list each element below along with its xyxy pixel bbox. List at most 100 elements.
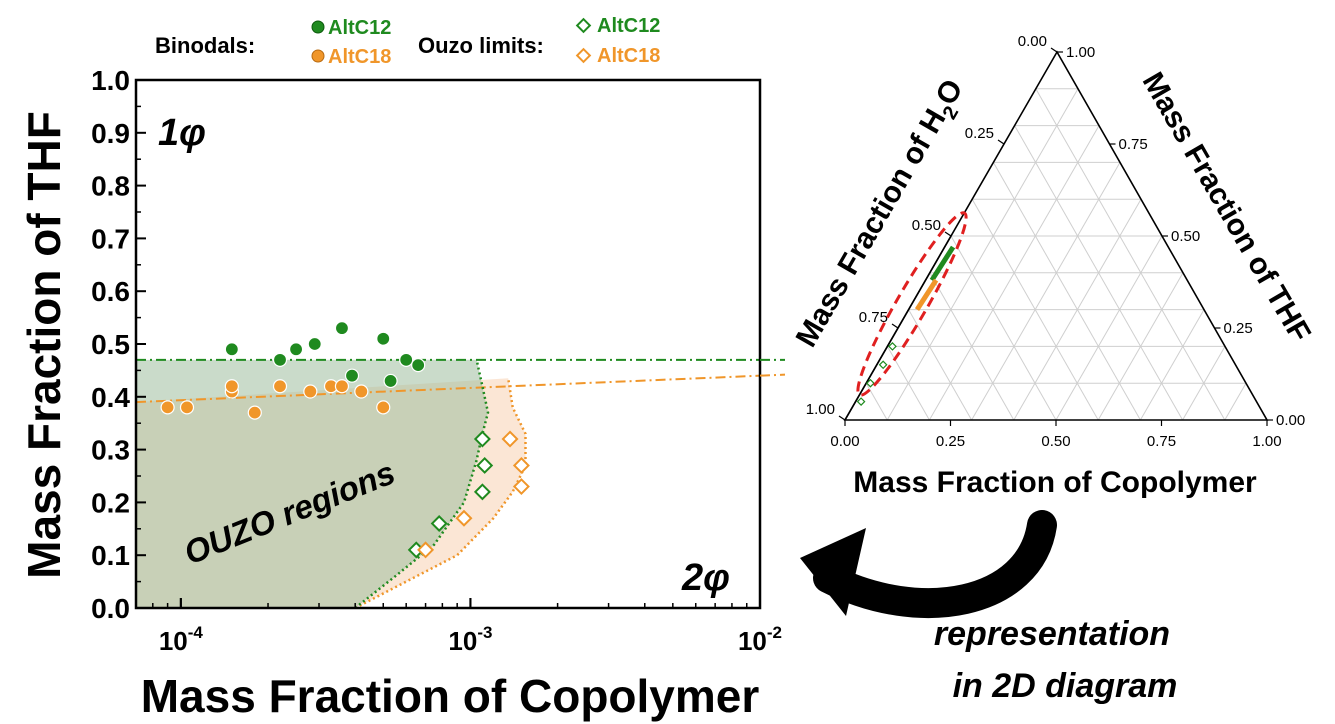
- point-ouzo-altc18: [501, 430, 519, 448]
- y-tick-label: 0.4: [91, 382, 130, 413]
- grid-line-copolymer: [886, 88, 1079, 421]
- point-binodal-altc12: [399, 352, 414, 367]
- grid-line-water: [950, 235, 1057, 421]
- point-binodal-altc12: [224, 342, 239, 357]
- legend-binodal-altc12-label: AltC12: [328, 17, 391, 39]
- tick-water: [997, 139, 1005, 145]
- y-tick-label: 0.9: [91, 118, 130, 149]
- point-binodal-altc18: [247, 405, 262, 420]
- y-tick-label: 0.8: [91, 171, 130, 202]
- grid-line-water: [929, 272, 1015, 421]
- point-ouzo-altc18: [455, 509, 473, 527]
- highlight-ellipse: [856, 211, 968, 397]
- tick-label-copolymer: 1.00: [1252, 433, 1281, 450]
- legend-binodal-altc12: AltC12: [311, 17, 391, 39]
- ternary-ticks: 0.00 0.00 0.00 0.25 0.25 0.25 0.50 0.50 0.50 0.75…: [806, 33, 1305, 450]
- caption-line-2: in 2D diagram: [953, 667, 1178, 705]
- x-axis-ticks: 10-4 10-3 10-2: [135, 598, 782, 656]
- point-binodal-altc18: [334, 379, 350, 394]
- ternary-ouzo-point: [856, 397, 866, 406]
- tick-water: [838, 415, 846, 421]
- legend-marker-open-orange: [575, 47, 592, 64]
- tick-label-water: 0.50: [912, 217, 941, 234]
- legend-ouzo-altc12-label: AltC12: [597, 15, 660, 37]
- point-binodal-altc12: [272, 352, 288, 367]
- x-tick-label: 10-3: [448, 623, 492, 656]
- x-tick-label: 10-4: [159, 623, 204, 656]
- point-binodal-altc18: [354, 384, 369, 399]
- ternary-right-axis-label: Mass Fraction of THF: [1136, 67, 1317, 348]
- arrow-shaft: [813, 510, 1057, 618]
- ternary-ouzo-point: [866, 378, 875, 388]
- legend-marker-filled-green: [311, 20, 325, 34]
- ternary-ouzo-point: [878, 360, 888, 370]
- grid-line-copolymer: [1224, 382, 1247, 421]
- legend-ouzo-title: Ouzo limits:: [418, 33, 544, 58]
- ternary-diagram: 0.00 0.00 0.00 0.25 0.25 0.25 0.50 0.50 0.50 0.75…: [790, 33, 1317, 499]
- point-ouzo-altc12: [473, 430, 491, 448]
- ouzo-region-altc12: [136, 359, 488, 608]
- legend-binodal-altc18: AltC18: [311, 46, 391, 68]
- tick-water: [891, 323, 899, 329]
- tick-label-thf: 0.25: [1224, 320, 1253, 337]
- tick-label-copolymer: 0.00: [830, 433, 859, 450]
- point-binodal-altc12: [411, 358, 426, 373]
- legend-binodals-title: Binodals:: [155, 33, 255, 58]
- legend: Binodals: AltC12 AltC18 Ouzo limits: Alt…: [155, 15, 660, 68]
- y-tick-label: 0.0: [91, 593, 130, 624]
- grid-line-copolymer: [1097, 272, 1184, 421]
- tick-label-copolymer: 0.25: [936, 433, 965, 450]
- ternary-altc18-band: [914, 278, 939, 311]
- grid-line-copolymer: [1182, 346, 1226, 421]
- point-ouzo-altc12: [476, 456, 494, 474]
- tick-label-copolymer: 0.50: [1041, 433, 1070, 450]
- x-tick-label: 10-2: [738, 623, 782, 656]
- grid-line-water: [1035, 88, 1226, 421]
- ternary-grid: [865, 88, 1247, 421]
- y-tick-label: 0.1: [91, 540, 130, 571]
- point-binodal-altc18: [272, 379, 288, 394]
- caption-line-1: representation: [934, 615, 1170, 653]
- representation-arrow: [800, 510, 1057, 618]
- point-binodal-altc12: [376, 331, 391, 346]
- grid-line-copolymer: [1055, 235, 1163, 421]
- point-binodal-altc18: [224, 379, 239, 394]
- tick-label-thf: 0.00: [1276, 412, 1305, 429]
- tick-label-copolymer: 0.75: [1147, 433, 1176, 450]
- legend-marker-filled-orange: [311, 49, 325, 63]
- tick-water: [944, 231, 952, 237]
- y-axis-ticks: 0.0 0.1 0.2 0.3 0.4 0.5 0.6 0.7 0.8 0.9 1.0: [91, 65, 146, 624]
- point-binodal-altc12: [344, 368, 360, 383]
- tick-water: [1050, 47, 1058, 53]
- ternary-bottom-axis-label: Mass Fraction of Copolymer: [853, 466, 1257, 499]
- point-binodal-altc18: [376, 400, 391, 415]
- data-points: [160, 321, 530, 559]
- point-ouzo-altc12: [407, 541, 425, 559]
- legend-ouzo-altc18: AltC18: [575, 45, 660, 67]
- point-binodal-altc18: [303, 384, 318, 399]
- boundary-lines: [136, 358, 760, 608]
- ternary-data-line: [844, 235, 952, 421]
- two-phase-label: 2φ: [681, 557, 730, 599]
- point-binodal-altc18: [179, 400, 195, 415]
- legend-binodal-altc18-label: AltC18: [328, 46, 391, 68]
- grid-line-water: [908, 309, 973, 421]
- point-binodal-altc12: [307, 336, 322, 352]
- y-tick-label: 0.6: [91, 276, 130, 307]
- ouzo-boundary-altc18: [354, 378, 527, 608]
- y-tick-label: 0.3: [91, 435, 130, 466]
- legend-ouzo-altc12: AltC12: [575, 15, 660, 37]
- ouzo-boundary-altc12: [354, 359, 490, 608]
- y-tick-label: 0.2: [91, 487, 130, 518]
- grid-line-water: [992, 162, 1141, 421]
- point-binodal-altc12: [383, 373, 398, 389]
- tick-label-thf: 0.50: [1171, 228, 1200, 245]
- point-binodal-altc18: [160, 400, 175, 415]
- phase-diagram-chart: 0.00.10.20.30.40.50.60.70.80.91.0 10-4 10…: [18, 15, 782, 722]
- point-ouzo-altc18: [417, 541, 435, 559]
- grid-line-copolymer: [971, 162, 1121, 421]
- tick-label-water: 0.00: [1018, 33, 1047, 50]
- grid-line-water: [865, 382, 888, 421]
- tick-label-water: 0.25: [965, 125, 994, 142]
